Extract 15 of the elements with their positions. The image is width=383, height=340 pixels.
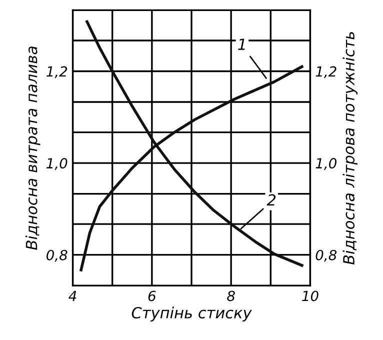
y2-tick-label: 0,8 xyxy=(316,250,337,262)
y-tick-label: 1,2 xyxy=(46,66,68,78)
x-tick-label: 10 xyxy=(302,290,318,302)
y2-axis-title: Відносна літрова потужність xyxy=(342,32,358,264)
y2-tick-label: 1,0 xyxy=(316,158,336,170)
y-tick-label: 0,8 xyxy=(46,250,68,262)
y-tick-label: 1,0 xyxy=(46,158,68,170)
y-axis-title: Відносна витрата палива xyxy=(25,46,40,250)
x-tick-label: 8 xyxy=(227,290,235,302)
x-tick-label: 6 xyxy=(148,290,156,302)
y2-tick-label: 1,2 xyxy=(316,66,336,78)
x-tick-label: 4 xyxy=(68,290,76,302)
annotation: 2 xyxy=(266,194,276,206)
annotation: 1 xyxy=(238,38,245,50)
x-axis-title: Ступінь стиску xyxy=(132,306,252,322)
